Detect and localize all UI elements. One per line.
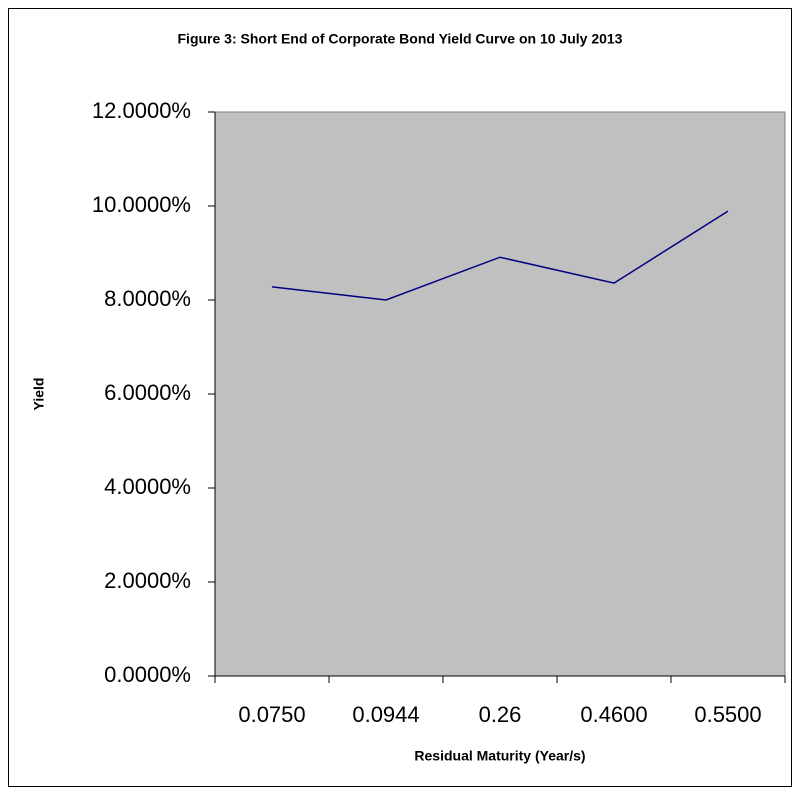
y-tick-label: 8.0000% xyxy=(104,286,191,311)
x-tick-label: 0.0750 xyxy=(238,702,305,727)
y-tick-label: 6.0000% xyxy=(104,380,191,405)
y-tick-label: 10.0000% xyxy=(92,192,191,217)
x-axis-title: Residual Maturity (Year/s) xyxy=(414,748,585,764)
y-tick-label: 2.0000% xyxy=(104,568,191,593)
y-tick-label: 4.0000% xyxy=(104,474,191,499)
y-tick-label: 0.0000% xyxy=(104,662,191,687)
chart-title: Figure 3: Short End of Corporate Bond Yi… xyxy=(178,31,623,47)
line xyxy=(271,210,729,301)
x-tick-label: 0.0944 xyxy=(352,702,419,727)
y-axis-title: Yield xyxy=(31,378,47,411)
x-tick-label: 0.26 xyxy=(479,702,522,727)
y-tick-label: 12.0000% xyxy=(92,98,191,123)
plot-area xyxy=(214,111,786,677)
x-tick-label: 0.4600 xyxy=(580,702,647,727)
x-tick-label: 0.5500 xyxy=(694,702,761,727)
